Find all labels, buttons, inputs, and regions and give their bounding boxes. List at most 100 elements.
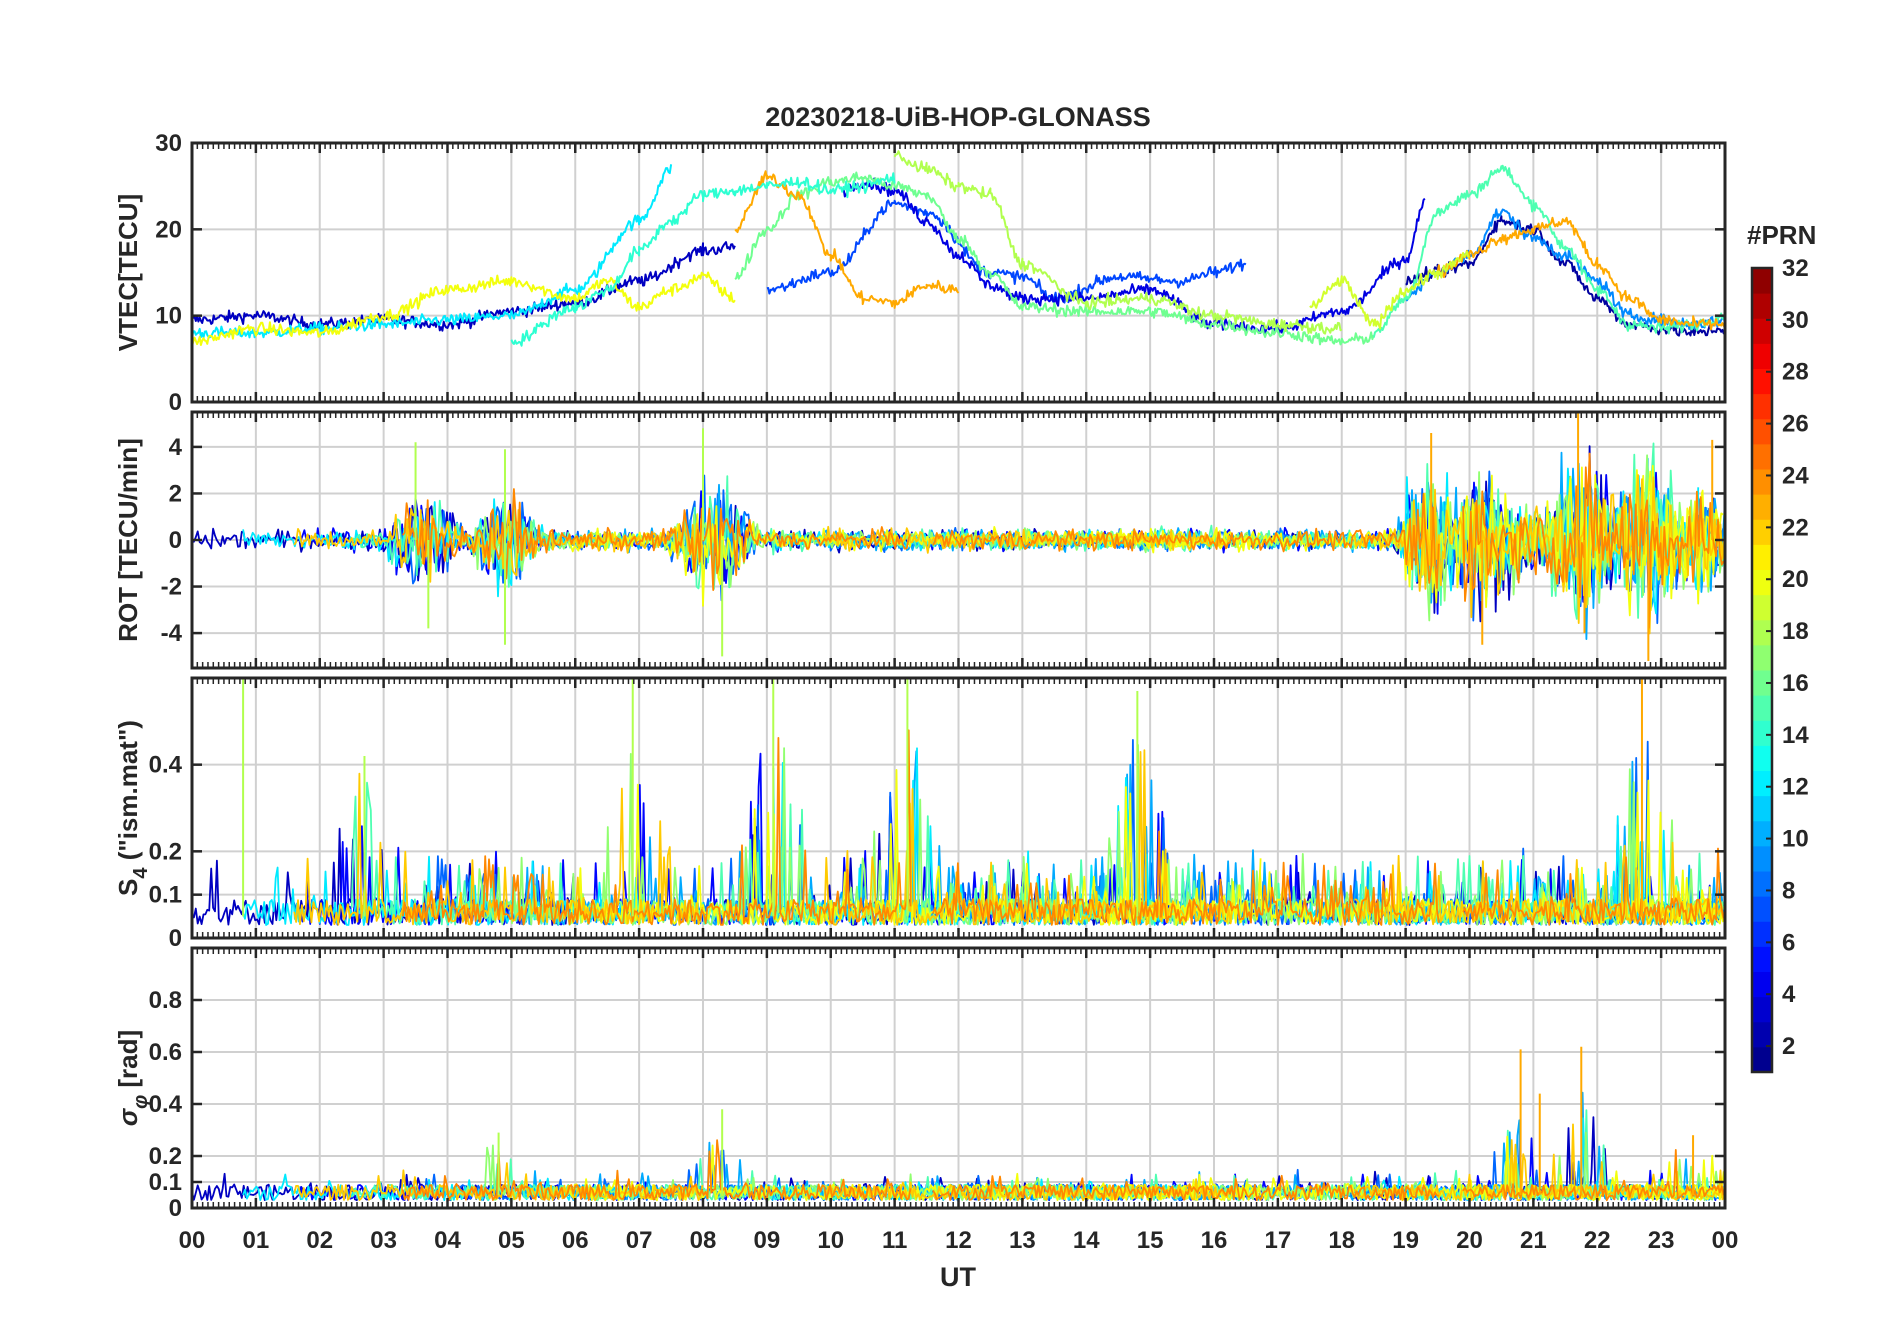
series-line-prn-19 [1309, 250, 1470, 330]
x-tick-label: 17 [1265, 1227, 1292, 1254]
series-line-prn-15 [1372, 164, 1725, 338]
colorbar-segment [1752, 996, 1772, 1023]
colorbar-segment [1752, 494, 1772, 520]
x-tick-label: 19 [1392, 1227, 1419, 1254]
colorbar-segment [1752, 946, 1772, 972]
colorbar-segment [1752, 544, 1772, 570]
x-tick-label: 08 [690, 1227, 717, 1254]
series-line-prn-4 [842, 177, 1426, 335]
colorbar-segment [1752, 695, 1772, 721]
colorbar-segment [1752, 896, 1772, 922]
colorbar-tick-label: 14 [1782, 722, 1809, 749]
colorbar-segment [1752, 268, 1772, 294]
series-line-prn-23 [734, 170, 960, 309]
colorbar-segment [1752, 418, 1772, 445]
x-tick-label: 06 [562, 1227, 589, 1254]
x-tick-label: 23 [1648, 1227, 1675, 1254]
colorbar-segment [1752, 971, 1772, 998]
y-tick-label: 0.1 [149, 1169, 182, 1196]
y-tick-label: -4 [161, 620, 183, 647]
x-tick-label: 03 [370, 1227, 397, 1254]
series-line-prn-18 [893, 150, 1343, 335]
colorbar-segment [1752, 569, 1772, 596]
y-tick-label: 2 [169, 480, 182, 507]
series-line-prn-7 [766, 199, 1247, 304]
colorbar-tick-label: 28 [1782, 359, 1809, 386]
colorbar-tick-label: 20 [1782, 566, 1809, 593]
colorbar-tick-label: 32 [1782, 255, 1809, 282]
series-trace-prn-24 [402, 452, 1725, 629]
colorbar-segment [1752, 469, 1772, 495]
x-tick-label: 15 [1137, 1227, 1164, 1254]
y-tick-label: 0.1 [149, 882, 182, 909]
panel-s4: 0 0.1 0.2 0.4S4 ("ism.mat") [113, 676, 1727, 952]
y-tick-label: 10 [155, 303, 182, 330]
series-group [192, 412, 1725, 662]
y-tick-label: 0 [169, 925, 182, 952]
y-axis-label-sigma_phi: σφ [rad] [113, 1030, 152, 1126]
colorbar-frame [1750, 266, 1774, 1074]
colorbar-tick-label: 18 [1782, 618, 1809, 645]
colorbar-segment [1752, 1046, 1772, 1073]
colorbar-segment [1752, 720, 1772, 746]
colorbar-segment [1752, 619, 1772, 646]
x-tick-label: 00 [179, 1227, 206, 1254]
y-tick-label: -2 [161, 574, 182, 601]
x-tick-label: 20 [1456, 1227, 1483, 1254]
colorbar-tick-label: 6 [1782, 929, 1795, 956]
colorbar-segment [1752, 293, 1772, 319]
series-group [192, 1046, 1725, 1202]
series-trace-prn-24 [401, 1139, 1725, 1202]
colorbar-tick-label: 4 [1782, 981, 1796, 1008]
colorbar-segment [1752, 820, 1772, 847]
series-line-prn-14 [510, 172, 896, 347]
colorbar-tick-label: 16 [1782, 670, 1809, 697]
y-tick-label: 30 [155, 130, 182, 157]
x-tick-label: 01 [243, 1227, 270, 1254]
x-tick-label: 18 [1328, 1227, 1355, 1254]
colorbar-segment [1752, 644, 1772, 671]
colorbar-tick-label: 24 [1782, 462, 1809, 489]
y-tick-label: 0.2 [149, 1143, 182, 1170]
series-group [192, 150, 1725, 347]
colorbar-segment [1752, 745, 1772, 771]
series-group [192, 678, 1725, 926]
y-tick-label: 0.4 [149, 1091, 183, 1118]
colorbar-segment [1752, 318, 1772, 344]
y-tick-label: 0.8 [149, 987, 182, 1014]
x-tick-label: 14 [1073, 1227, 1100, 1254]
y-tick-label: 0 [169, 1195, 182, 1222]
colorbar-tick-label: 10 [1782, 826, 1809, 853]
colorbar-segment [1752, 795, 1772, 822]
y-axis-label-s4: S4 ("ism.mat") [113, 720, 152, 896]
y-tick-label: 4 [169, 434, 183, 461]
y-tick-label: 20 [155, 216, 182, 243]
chart-title: 20230218-UiB-HOP-GLONASS [765, 102, 1151, 132]
x-tick-label: 10 [817, 1227, 844, 1254]
y-tick-label: 0 [169, 389, 182, 416]
colorbar-segment [1752, 845, 1772, 872]
colorbar-segment [1752, 1021, 1772, 1048]
colorbar-segment [1752, 393, 1772, 420]
series-line-prn-2 [1405, 215, 1725, 337]
x-tick-label: 02 [306, 1227, 333, 1254]
colorbar-segment [1752, 343, 1772, 369]
colorbar-segment [1752, 443, 1772, 470]
series-line-prn-16 [734, 171, 1375, 346]
x-tick-label: 04 [434, 1227, 461, 1254]
colorbar-tick-label: 22 [1782, 514, 1809, 541]
y-tick-label: 0 [169, 527, 182, 554]
colorbar-tick-label: 2 [1782, 1033, 1795, 1060]
y-axis-label-vtec: VTEC[TECU] [113, 194, 143, 351]
colorbar-segment [1752, 368, 1772, 395]
x-axis-label: UT [940, 1262, 976, 1292]
x-tick-label: 13 [1009, 1227, 1036, 1254]
colorbar-tick-label: 12 [1782, 774, 1809, 801]
series-trace-prn-24 [401, 729, 1725, 926]
colorbar-tick-label: 26 [1782, 411, 1809, 438]
series-line-prn-3 [192, 241, 736, 332]
colorbar-tick-label: 30 [1782, 307, 1809, 334]
series-line-prn-23 [1436, 216, 1725, 331]
